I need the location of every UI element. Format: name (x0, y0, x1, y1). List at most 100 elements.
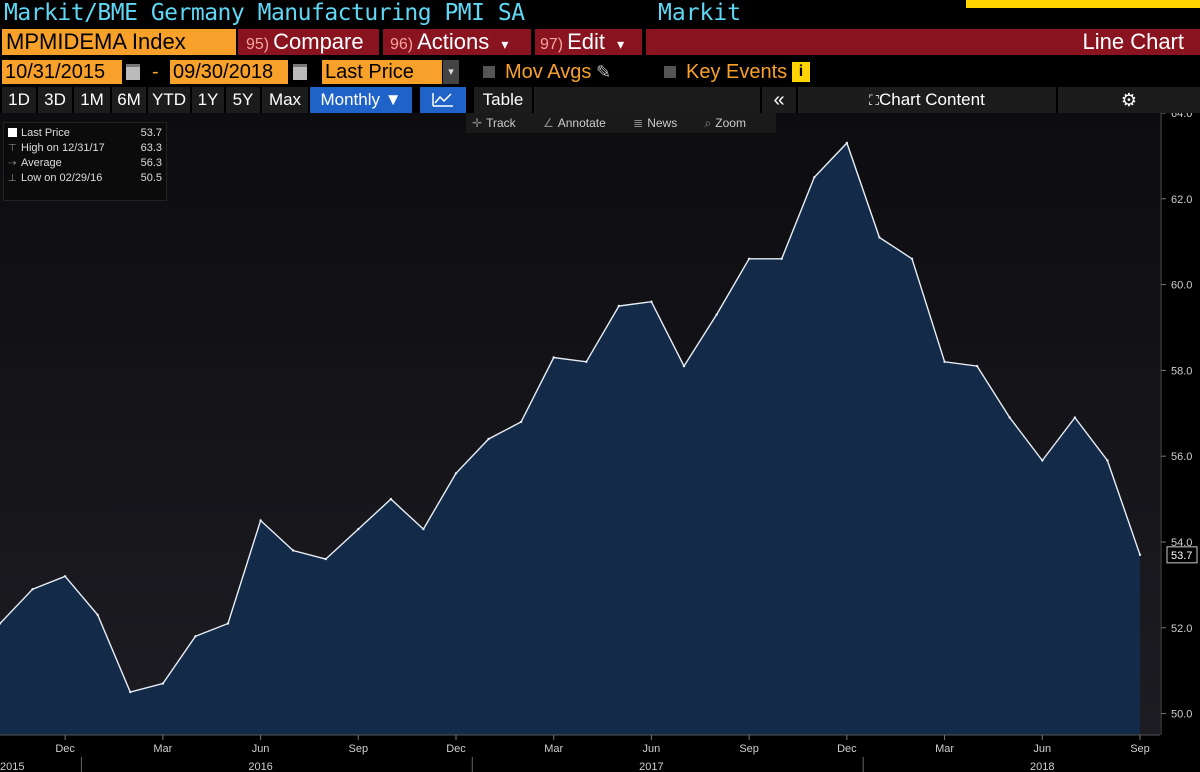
gear-icon[interactable]: ⚙ (1058, 87, 1200, 113)
chart-area[interactable]: 50.0 52.0 54.0 56.0 58.0 60.0 62.0 64.0 53.7 Dec M… (0, 113, 1200, 772)
line-draw-icon: ∠ (542, 116, 554, 130)
actions-menu[interactable]: 96) Actions ▾ (386, 29, 530, 55)
calendar-icon[interactable] (293, 64, 307, 80)
zoom-tool[interactable]: ⌕ Zoom (705, 116, 758, 130)
range-6m-button[interactable]: 6M (112, 87, 146, 113)
data-point (585, 360, 588, 363)
range-1d-button[interactable]: 1D (2, 87, 36, 113)
y-tick-label: 50.0 (1171, 709, 1192, 721)
range-max-button[interactable]: Max (262, 87, 308, 113)
legend-avg-label: Average (21, 157, 62, 169)
calendar-icon[interactable] (126, 64, 140, 80)
annotate-label: Annotate (557, 116, 606, 130)
data-point (813, 176, 816, 179)
data-point (389, 497, 393, 501)
range-1y-button[interactable]: 1Y (192, 87, 224, 113)
key-events-checkbox[interactable] (664, 66, 676, 78)
data-point (63, 575, 67, 578)
security-ticker-field[interactable]: MPMIDEMA Index (2, 29, 236, 55)
data-point (1008, 416, 1011, 419)
x-axis-band (0, 735, 1200, 772)
table-button[interactable]: Table (474, 87, 532, 113)
data-point (259, 519, 262, 522)
compare-button[interactable]: 95) Compare (242, 29, 376, 55)
pencil-icon[interactable]: ✎ (596, 62, 612, 82)
data-point (1041, 459, 1044, 462)
zoom-label: Zoom (715, 116, 746, 130)
compare-shortcut: 95) (246, 36, 270, 53)
year-label: 2017 (639, 761, 663, 772)
data-point (650, 300, 653, 303)
chevron-down-icon[interactable]: ▾ (443, 60, 459, 84)
menu-separator (531, 29, 535, 55)
data-point (129, 690, 132, 694)
menu-separator (642, 29, 646, 55)
data-point (975, 364, 979, 368)
range-1m-button[interactable]: 1M (74, 87, 110, 113)
data-point (910, 257, 914, 260)
x-tick-label: Dec (837, 743, 857, 755)
news-icon: ≣ (633, 116, 644, 130)
line-chart-svg[interactable]: 50.0 52.0 54.0 56.0 58.0 60.0 62.0 64.0 53.7 Dec M… (0, 113, 1200, 772)
chevron-down-icon: ▾ (501, 36, 509, 52)
range-3d-button[interactable]: 3D (38, 87, 72, 113)
y-tick-label: 56.0 (1171, 451, 1192, 463)
collapse-icon[interactable]: « (762, 87, 796, 113)
series-swatch (8, 128, 17, 137)
actions-shortcut: 96) (390, 36, 414, 53)
chart-content-button[interactable]: ⛶Chart Content (798, 87, 1056, 113)
chart-legend[interactable]: Last Price 53.7 ⊤ High on 12/31/17 63.3 ⇢… (3, 122, 167, 201)
magnifier-icon: ⌕ (704, 116, 712, 130)
track-label: Track (486, 116, 516, 130)
chart-type-label: Line Chart (1082, 29, 1184, 54)
range-ytd-button[interactable]: YTD (148, 87, 190, 113)
data-point (0, 622, 2, 625)
field-select[interactable]: Last Price (322, 60, 442, 84)
edit-menu[interactable]: 97) Edit ▾ (538, 29, 642, 55)
chart-content-label: Chart Content (878, 90, 985, 109)
data-point (454, 472, 458, 475)
range-5y-button[interactable]: 5Y (226, 87, 260, 113)
data-point (519, 420, 523, 424)
legend-high-label: High on 12/31/17 (21, 142, 105, 154)
period-select[interactable]: Monthly ▼ (310, 87, 412, 113)
date-controls: 10/31/2015 - 09/30/2018 Last Price ▾ Mov… (0, 58, 1200, 86)
chevron-down-icon: ▾ (617, 36, 625, 52)
data-point (324, 557, 327, 561)
command-bar: MPMIDEMA Index 95) Compare 96) Actions ▾ 9… (0, 28, 1200, 56)
news-tool[interactable]: ≣ News (633, 116, 689, 130)
x-tick-label: Sep (348, 743, 368, 755)
mov-avgs-label[interactable]: Mov Avgs (505, 61, 592, 83)
annotate-tool[interactable]: ∠ Annotate (543, 116, 618, 130)
key-events-label[interactable]: Key Events (686, 61, 788, 83)
menu-separator (379, 29, 383, 55)
mov-avgs-checkbox[interactable] (483, 66, 495, 78)
data-point (226, 622, 230, 625)
info-icon[interactable]: i (792, 62, 810, 82)
data-point (552, 356, 555, 359)
edit-label: Edit (567, 29, 606, 54)
title-bar: Markit/BME Germany Manufacturing PMI SA … (0, 0, 1200, 28)
legend-avg-value: 56.3 (140, 157, 162, 169)
chart-content-icon: ⛶ (869, 92, 879, 108)
track-tool[interactable]: ✛ Track (472, 116, 528, 130)
start-date-input[interactable]: 10/31/2015 (2, 60, 122, 84)
legend-high: ⊤ High on 12/31/17 63.3 (8, 141, 164, 156)
legend-average: ⇢ Average 56.3 (8, 156, 164, 171)
y-tick-label: 62.0 (1171, 194, 1192, 206)
line-chart-icon[interactable] (420, 87, 466, 113)
data-source: Markit (658, 0, 742, 26)
end-date-input[interactable]: 09/30/2018 (170, 60, 288, 84)
x-tick-label: Sep (739, 743, 759, 755)
range-toolbar: 1D 3D 1M 6M YTD 1Y 5Y Max Monthly ▼ Tabl… (0, 87, 1200, 113)
year-label: 2016 (248, 761, 272, 772)
average-marker-icon: ⇢ (8, 158, 17, 169)
news-label: News (647, 116, 678, 130)
data-point (878, 236, 881, 239)
toolbar-spacer (534, 87, 760, 113)
data-point (487, 437, 490, 441)
data-point (1138, 553, 1142, 556)
x-tick-label: Mar (544, 743, 563, 755)
compare-label: Compare (273, 29, 364, 54)
year-label: 2015 (0, 761, 24, 772)
